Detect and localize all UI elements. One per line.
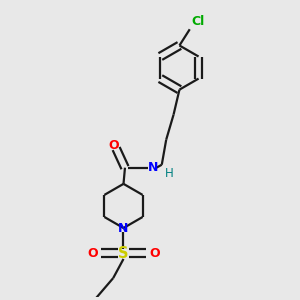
Text: N: N (118, 221, 129, 235)
Text: O: O (108, 139, 119, 152)
Text: O: O (149, 247, 160, 260)
Text: Cl: Cl (191, 15, 205, 28)
Text: O: O (87, 247, 98, 260)
Text: H: H (165, 167, 173, 180)
Text: N: N (148, 161, 158, 174)
Text: S: S (118, 246, 129, 261)
